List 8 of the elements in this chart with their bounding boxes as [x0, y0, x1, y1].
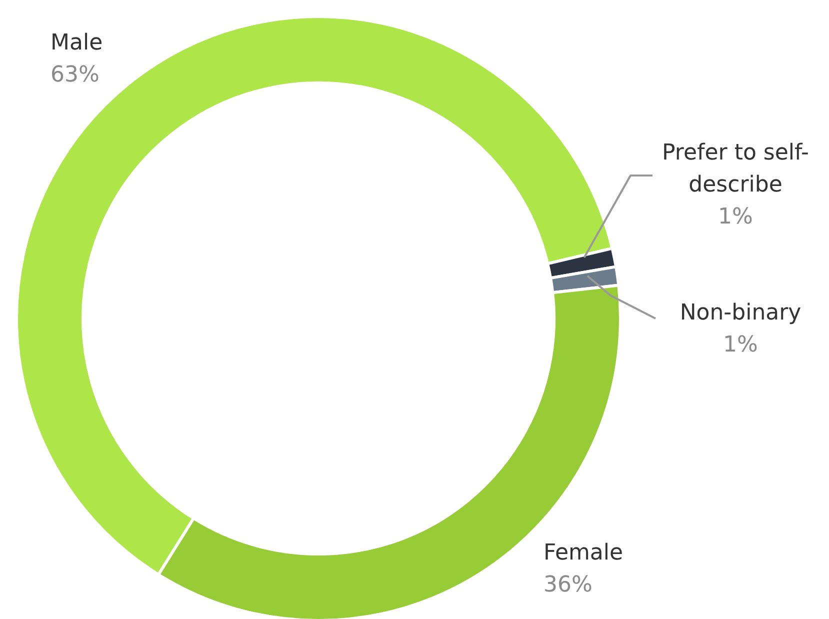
data-label: 36% [544, 572, 592, 598]
data-label: 63% [50, 62, 100, 88]
slice-label: Prefer to self-describe [662, 140, 809, 198]
slice-label: Male [50, 30, 103, 56]
data-label: 1% [718, 204, 753, 230]
slice-label: Non-binary [680, 300, 802, 326]
data-label: 1% [723, 332, 758, 358]
slice-label: Female [544, 540, 624, 566]
